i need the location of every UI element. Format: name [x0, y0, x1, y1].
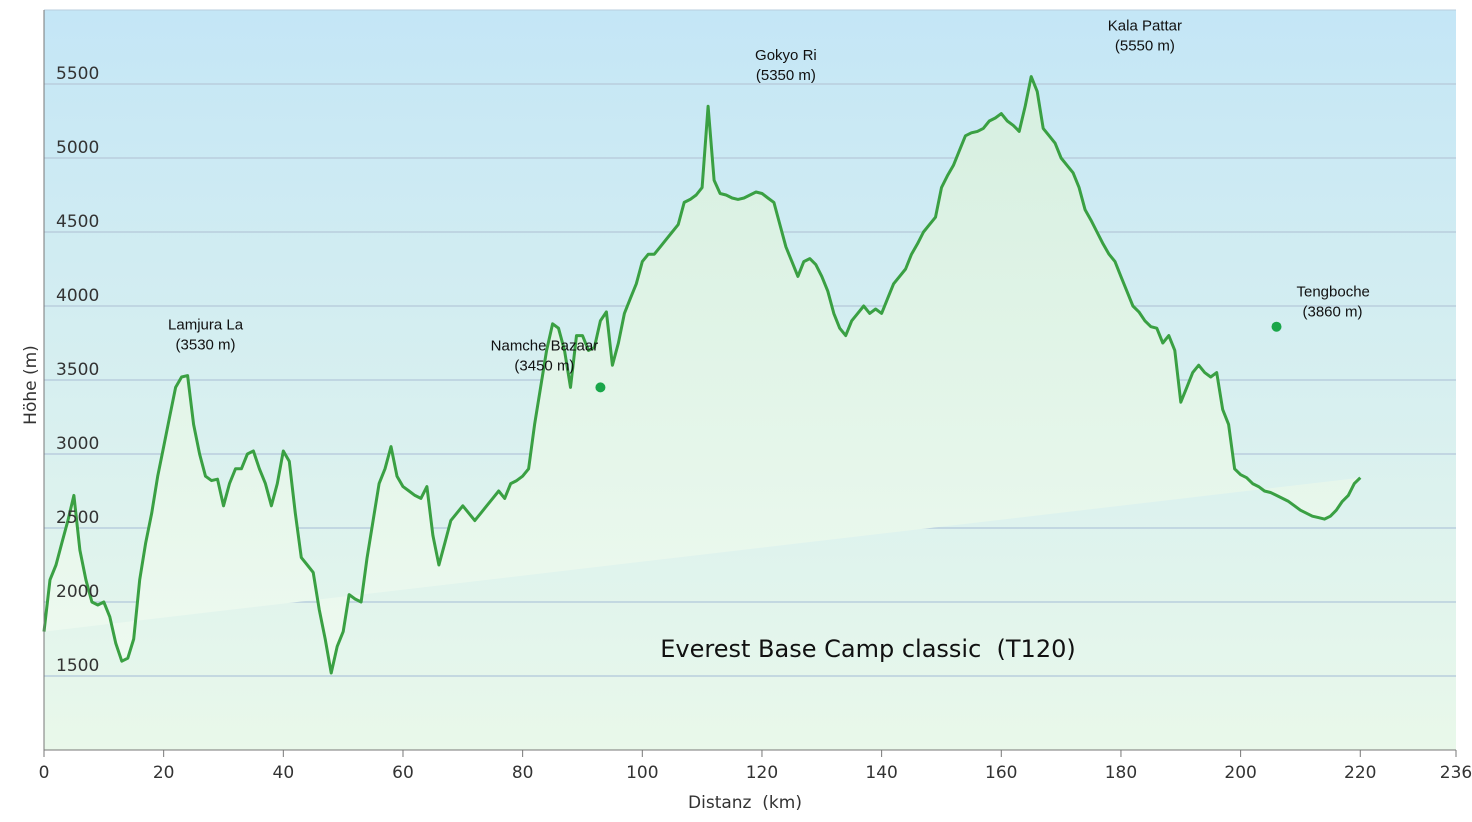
x-tick-label: 180: [1105, 763, 1137, 783]
y-tick-label: 3000: [56, 434, 99, 454]
y-tick-label: 4500: [56, 212, 99, 232]
peak-annotations: Lamjura La (3530 m) Namche Bazaar (3450 m) G…: [168, 18, 1370, 393]
annotation-name: Namche Bazaar: [491, 337, 599, 354]
x-tick-label: 60: [392, 763, 414, 783]
annotation-elevation: (3860 m): [1303, 304, 1363, 321]
waypoint-marker: [1271, 321, 1282, 332]
y-tick-label: 5500: [56, 64, 99, 84]
y-tick-label: 2000: [56, 582, 99, 602]
elevation-line: [42, 75, 1362, 675]
x-tick-label: 236: [1440, 763, 1472, 783]
y-tick-label: 3500: [56, 360, 99, 380]
chart-title: Everest Base Camp classic (T120): [660, 635, 1075, 663]
x-tick-label: 80: [512, 763, 534, 783]
x-tick-label: 220: [1344, 763, 1376, 783]
annotation-name: Gokyo Ri: [755, 47, 817, 64]
annotation-name: Tengboche: [1297, 284, 1370, 301]
y-tick-label: 4000: [56, 286, 99, 306]
y-tick-label: 2500: [56, 508, 99, 528]
annotation-elevation: (3530 m): [176, 337, 236, 354]
x-tick-label: 160: [985, 763, 1017, 783]
x-tick-label: 100: [626, 763, 658, 783]
y-tick-labels: 1500 2000 2500 3000 3500 4000 4500 5000 5500: [56, 64, 99, 676]
x-tick-label: 200: [1224, 763, 1256, 783]
annotation-elevation: (3450 m): [514, 357, 574, 374]
y-axis-title: Höhe (m): [21, 345, 41, 425]
y-tick-label: 5000: [56, 138, 99, 158]
x-axis-title: Distanz (km): [688, 793, 802, 813]
x-tick-label: 140: [865, 763, 897, 783]
x-tick-label: 40: [273, 763, 295, 783]
annotation-name: Lamjura La: [168, 317, 244, 334]
x-tick-label: 20: [153, 763, 175, 783]
annotation-name: Kala Pattar: [1108, 18, 1182, 35]
x-tick-label: 0: [39, 763, 50, 783]
x-tick-labels: 0 20 40 60 80 100 120 140 160 180 200 220 236: [39, 750, 1472, 783]
annotation-elevation: (5550 m): [1115, 38, 1175, 55]
waypoint-marker: [595, 382, 606, 393]
x-tick-label: 120: [746, 763, 778, 783]
annotation-elevation: (5350 m): [756, 67, 816, 84]
y-tick-label: 1500: [56, 656, 99, 676]
